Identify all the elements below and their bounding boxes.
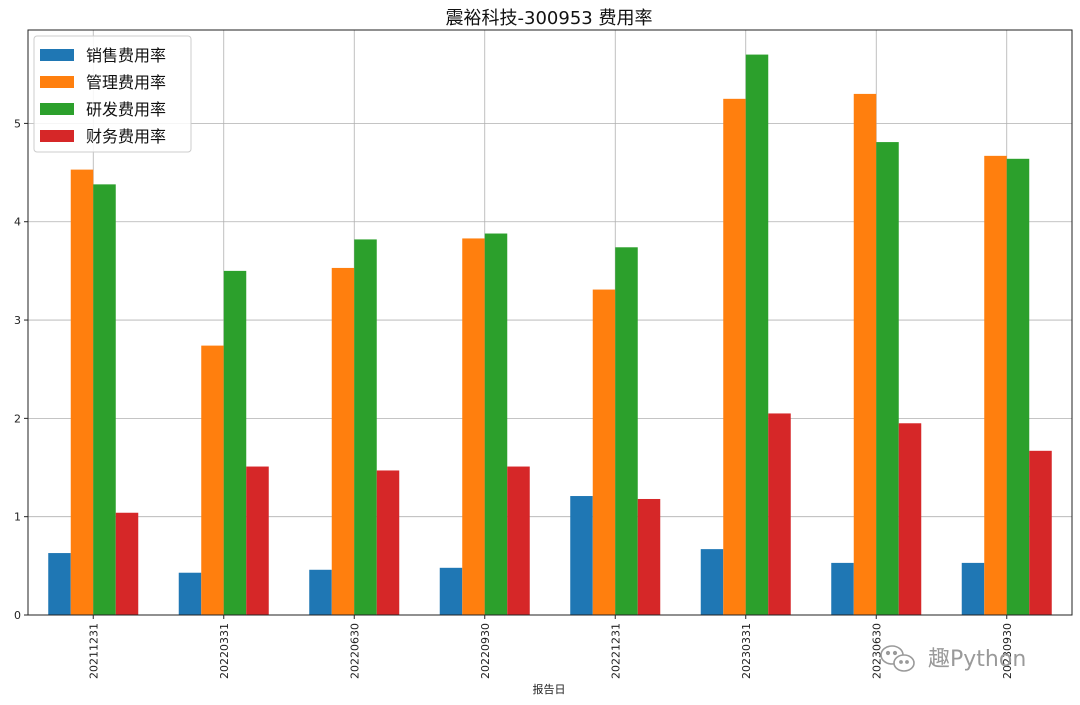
bar xyxy=(484,233,508,616)
y-axis: 0 1 2 3 4 5 xyxy=(14,117,28,622)
watermark-text: 趣Python xyxy=(928,647,1026,672)
bar xyxy=(898,423,922,615)
chart-title: 震裕科技-300953 费用率 xyxy=(446,8,653,29)
bar xyxy=(961,562,985,615)
y-tick-label: 0 xyxy=(14,609,21,622)
legend-label: 销售费用率 xyxy=(86,46,166,65)
bar xyxy=(115,512,139,615)
y-tick-label: 3 xyxy=(14,314,21,327)
x-tick-label: 20230630 xyxy=(870,623,883,679)
bar xyxy=(201,345,224,615)
bar xyxy=(354,239,377,615)
bar xyxy=(309,569,332,615)
bar xyxy=(831,562,854,615)
watermark: 趣Python xyxy=(880,645,1026,672)
bar xyxy=(223,270,247,615)
y-tick-label: 2 xyxy=(14,412,21,425)
x-axis: 20211231 20220331 20220630 20220930 20221231… xyxy=(87,615,1014,679)
x-axis-label: 报告日 xyxy=(533,682,566,696)
x-tick-label: 20230930 xyxy=(1001,623,1014,679)
y-tick-label: 4 xyxy=(14,216,21,229)
x-tick-label: 20211231 xyxy=(87,623,100,679)
y-tick-label: 1 xyxy=(14,511,21,524)
bar xyxy=(745,54,769,615)
legend-label: 研发费用率 xyxy=(86,100,166,119)
legend-label: 管理费用率 xyxy=(86,73,166,92)
legend-swatch xyxy=(40,103,74,115)
x-tick-label: 20220630 xyxy=(348,623,361,679)
bar xyxy=(178,572,202,615)
bar xyxy=(48,553,71,615)
bars xyxy=(48,54,1052,616)
bar xyxy=(1029,450,1052,615)
bar xyxy=(376,470,400,615)
bar xyxy=(876,142,899,615)
bar xyxy=(439,567,463,615)
bar xyxy=(637,498,661,615)
bar xyxy=(1006,158,1030,615)
x-tick-label: 20221231 xyxy=(609,623,622,679)
bar xyxy=(615,247,638,616)
bar xyxy=(700,549,724,615)
legend-swatch xyxy=(40,130,74,142)
bar xyxy=(723,98,746,615)
y-tick-label: 5 xyxy=(14,117,21,130)
bar xyxy=(570,496,593,615)
bar xyxy=(507,466,530,615)
x-tick-label: 20220331 xyxy=(218,623,231,679)
wechat-icon xyxy=(880,645,915,672)
legend-box xyxy=(33,35,192,153)
bar xyxy=(246,466,269,615)
legend-swatch xyxy=(40,49,74,61)
bar xyxy=(70,169,94,615)
x-tick-label: 20220930 xyxy=(479,623,492,679)
bar xyxy=(462,238,485,615)
legend-swatch xyxy=(40,76,74,88)
bar xyxy=(984,155,1007,615)
bar xyxy=(768,413,791,615)
bar xyxy=(592,289,616,615)
bar xyxy=(93,184,116,616)
x-tick-label: 20230331 xyxy=(740,623,753,679)
bar xyxy=(331,267,355,615)
legend-label: 财务费用率 xyxy=(86,127,166,146)
plot-frame xyxy=(27,29,1073,616)
bar xyxy=(853,93,877,615)
